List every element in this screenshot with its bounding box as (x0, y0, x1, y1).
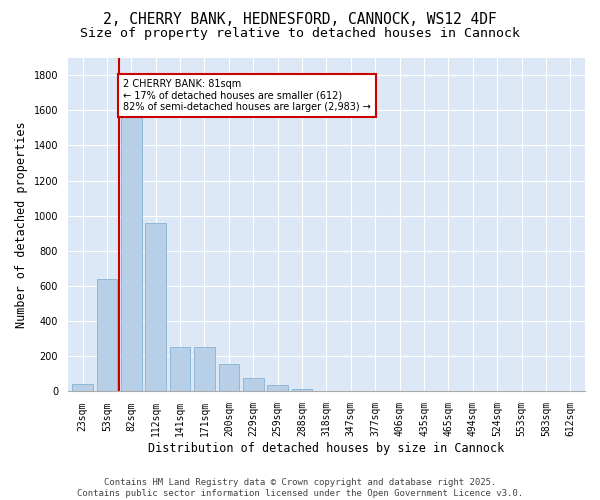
Bar (194, 346, 215, 392)
Text: Contains HM Land Registry data © Crown copyright and database right 2025.
Contai: Contains HM Land Registry data © Crown c… (77, 478, 523, 498)
Bar (243, 378, 263, 392)
Bar (218, 364, 239, 392)
Text: 2 CHERRY BANK: 81sqm
← 17% of detached houses are smaller (612)
82% of semi-deta: 2 CHERRY BANK: 81sqm ← 17% of detached h… (123, 78, 371, 112)
Bar (121, 102, 142, 392)
Bar (292, 389, 313, 392)
Bar (170, 346, 190, 392)
Bar (316, 390, 337, 392)
Text: Size of property relative to detached houses in Cannock: Size of property relative to detached ho… (80, 28, 520, 40)
Text: 2, CHERRY BANK, HEDNESFORD, CANNOCK, WS12 4DF: 2, CHERRY BANK, HEDNESFORD, CANNOCK, WS1… (103, 12, 497, 28)
X-axis label: Distribution of detached houses by size in Cannock: Distribution of detached houses by size … (148, 442, 505, 455)
Bar (72, 384, 93, 392)
Bar (145, 222, 166, 392)
Y-axis label: Number of detached properties: Number of detached properties (15, 121, 28, 328)
Bar (97, 279, 117, 392)
Bar (268, 386, 288, 392)
